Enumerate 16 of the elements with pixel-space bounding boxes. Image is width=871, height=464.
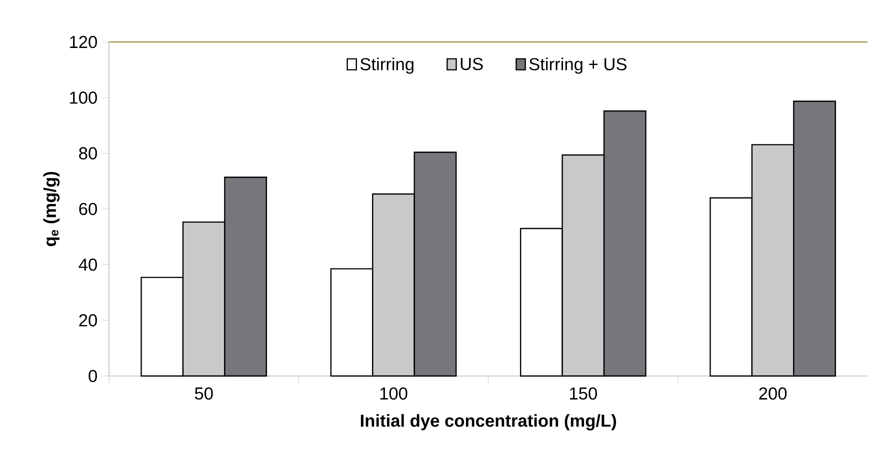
y-tick-label: 20: [79, 314, 97, 326]
x-axis-title: Initial dye concentration (mg/L): [360, 414, 616, 430]
x-tick-label: 50: [194, 387, 213, 400]
y-tick-label: 0: [88, 370, 97, 382]
y-tick-label: 120: [70, 36, 97, 48]
x-tick-label: 100: [380, 387, 408, 400]
y-axis-title: q$_{e}$ (mg/g): [43, 172, 60, 246]
y-tick-label: 60: [79, 202, 97, 216]
legend-label: US: [460, 58, 483, 70]
y-tick-label: 100: [70, 92, 97, 104]
x-tick-label: 200: [759, 387, 787, 400]
legend-label: Stirring: [360, 58, 414, 74]
legend-label: Stirring + US: [529, 58, 626, 74]
x-tick-label: 150: [570, 387, 597, 400]
y-tick-label: 80: [79, 147, 97, 160]
y-tick-label: 40: [78, 258, 97, 271]
